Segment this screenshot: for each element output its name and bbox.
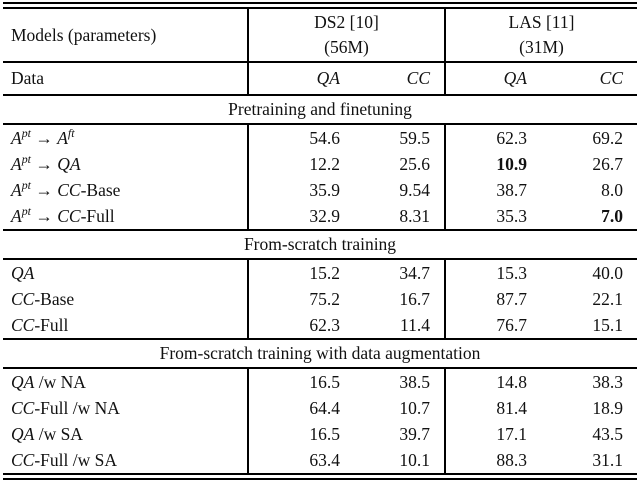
cell-ds2-qa: 35.9	[247, 177, 354, 203]
cell-ds2-qa: 16.5	[247, 368, 354, 395]
cell-ds2-cc: 39.7	[399, 423, 430, 444]
table-row: Apt → Aft 54.6 59.5 62.3 69.2	[3, 124, 637, 151]
cell-ds2-qa: 63.4	[247, 447, 354, 473]
table-row: QA 15.2 34.7 15.3 40.0	[3, 259, 637, 286]
cell-las-cc: 69.2	[592, 127, 624, 148]
metric-header-ds2-cc: CC	[354, 62, 445, 96]
row-label: CC-Full /w SA	[11, 449, 118, 470]
cell-las-qa: 88.3	[444, 447, 541, 473]
cell-ds2-cc: 10.7	[399, 397, 430, 418]
cell-ds2-qa: 62.3	[247, 312, 354, 340]
row-label: Apt → CC-Base	[11, 177, 121, 200]
cell-ds2-cc: 10.1	[399, 449, 430, 470]
row-label: QA /w SA	[11, 423, 83, 444]
metric-header-las-cc: CC	[541, 62, 638, 96]
row-label: QA /w NA	[11, 371, 86, 392]
cell-las-cc: 31.1	[592, 449, 624, 470]
cell-ds2-qa: 75.2	[247, 286, 354, 312]
table-row: CC-Full 62.3 11.4 76.7 15.1	[3, 312, 638, 340]
table-row: QA /w NA 16.5 38.5 14.8 38.3	[3, 368, 637, 395]
cell-ds2-cc: 9.54	[399, 179, 430, 200]
group-header-ds2: DS2 [10] (56M)	[247, 9, 445, 63]
cell-las-cc: 26.7	[592, 153, 624, 174]
model-params-ds2: (56M)	[324, 37, 369, 57]
cell-las-cc: 18.9	[592, 397, 624, 418]
table-row: CC-Full /w SA 63.4 10.1 88.3 31.1	[3, 447, 637, 473]
cell-ds2-cc: 16.7	[399, 288, 430, 309]
cell-ds2-qa: 16.5	[247, 421, 354, 447]
section-header-from-scratch: From-scratch training	[3, 229, 638, 260]
row-label: Apt → CC-Full	[3, 203, 248, 231]
row-label: CC-Full /w NA	[11, 397, 120, 418]
section-header-pretraining: Pretraining and finetuning	[3, 94, 638, 125]
row-label: Apt → QA	[11, 151, 81, 174]
model-params-las: (31M)	[519, 37, 564, 57]
section-title: From-scratch training with data augmenta…	[3, 338, 638, 369]
header-row-models: Models (parameters) DS2 [10] (56M) LAS […	[3, 9, 638, 63]
cell-las-qa: 14.8	[444, 368, 541, 395]
table-row: QA /w SA 16.5 39.7 17.1 43.5	[3, 421, 637, 447]
row-label: QA	[11, 262, 35, 283]
cell-ds2-qa: 12.2	[247, 151, 354, 177]
cell-las-qa: 76.7	[444, 312, 541, 340]
row-label: CC-Full	[3, 312, 248, 340]
section-header-augmentation: From-scratch training with data augmenta…	[3, 338, 638, 369]
cell-ds2-cc: 34.7	[399, 262, 430, 283]
results-table: Models (parameters) DS2 [10] (56M) LAS […	[3, 9, 638, 473]
model-name-las: LAS [11]	[508, 12, 575, 32]
cell-las-qa: 62.3	[444, 124, 541, 151]
data-label: Data	[3, 62, 248, 96]
cell-ds2-qa: 64.4	[247, 395, 354, 421]
cell-ds2-cc: 25.6	[399, 153, 430, 174]
section-title: From-scratch training	[3, 229, 638, 260]
metric-header-las-qa: QA	[444, 62, 541, 96]
row-label: Apt → Aft	[11, 125, 75, 148]
cell-las-qa: 35.3	[444, 203, 541, 231]
table-row: Apt → CC-Full 32.9 8.31 35.3 7.0	[3, 203, 638, 231]
cell-ds2-cc: 8.31	[354, 203, 445, 231]
cell-las-qa: 15.3	[444, 259, 541, 286]
cell-las-qa: 38.7	[444, 177, 541, 203]
cell-ds2-cc: 38.5	[399, 371, 430, 392]
metric-header-ds2-qa: QA	[247, 62, 354, 96]
cell-ds2-qa: 15.2	[247, 259, 354, 286]
top-double-rule	[3, 2, 637, 9]
cell-las-cc: 43.5	[592, 423, 624, 444]
table-row: CC-Base 75.2 16.7 87.7 22.1	[3, 286, 637, 312]
corner-label: Models (parameters)	[3, 9, 248, 63]
cell-las-qa: 17.1	[444, 421, 541, 447]
cell-ds2-qa: 54.6	[247, 124, 354, 151]
cell-las-cc: 22.1	[592, 288, 624, 309]
cell-las-cc: 7.0	[541, 203, 638, 231]
cell-las-cc: 38.3	[592, 371, 624, 392]
cell-las-cc: 40.0	[592, 262, 624, 283]
table-row: CC-Full /w NA 64.4 10.7 81.4 18.9	[3, 395, 637, 421]
cell-ds2-cc: 59.5	[399, 127, 430, 148]
header-row-metrics: Data QA CC QA CC	[3, 62, 638, 96]
bottom-double-rule	[3, 473, 637, 480]
model-name-ds2: DS2 [10]	[314, 12, 379, 32]
row-label: CC-Base	[11, 288, 75, 309]
table-row: Apt → QA 12.2 25.6 10.9 26.7	[3, 151, 637, 177]
cell-las-cc: 15.1	[541, 312, 638, 340]
cell-las-cc: 8.0	[601, 179, 624, 200]
cell-ds2-qa: 32.9	[247, 203, 354, 231]
cell-las-qa: 87.7	[444, 286, 541, 312]
cell-las-qa: 81.4	[444, 395, 541, 421]
section-title: Pretraining and finetuning	[3, 94, 638, 125]
group-header-las: LAS [11] (31M)	[443, 9, 638, 63]
cell-ds2-cc: 11.4	[354, 312, 445, 340]
cell-las-qa: 10.9	[444, 151, 541, 177]
table-row: Apt → CC-Base 35.9 9.54 38.7 8.0	[3, 177, 637, 203]
